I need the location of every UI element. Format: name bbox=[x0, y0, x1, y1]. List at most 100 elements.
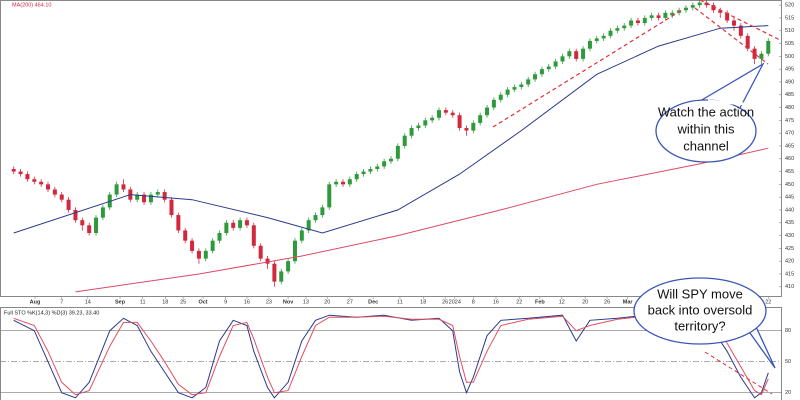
candle-body bbox=[464, 128, 469, 131]
callout-tail bbox=[699, 62, 765, 109]
candle-body bbox=[368, 168, 373, 172]
x-tick-label: 22 bbox=[516, 299, 522, 305]
y-tick-label: 450 bbox=[785, 182, 794, 188]
candle-body bbox=[491, 99, 496, 108]
candle-body bbox=[615, 28, 620, 31]
candle-body bbox=[443, 110, 448, 113]
candle-body bbox=[244, 220, 249, 226]
candle-body bbox=[361, 171, 366, 175]
candle-body bbox=[539, 69, 544, 75]
candle-body bbox=[533, 74, 538, 80]
candle-body bbox=[437, 110, 442, 118]
x-tick-label: 11 bbox=[140, 299, 146, 305]
candle-body bbox=[210, 240, 215, 251]
candle-body bbox=[738, 25, 743, 36]
candle-body bbox=[683, 7, 688, 11]
candle-body bbox=[670, 12, 675, 16]
y-tick-label: 420 bbox=[785, 259, 794, 265]
candle-body bbox=[73, 209, 78, 221]
candle-body bbox=[594, 38, 599, 41]
candle-body bbox=[395, 145, 400, 159]
candle-body bbox=[478, 115, 483, 123]
candle-body bbox=[217, 232, 222, 241]
candle-body bbox=[32, 179, 37, 182]
y-tick-label: 490 bbox=[785, 79, 794, 85]
candle-body bbox=[121, 184, 126, 190]
callout-text: territory? bbox=[674, 318, 725, 333]
x-tick-label: 23 bbox=[266, 299, 272, 305]
candle-body bbox=[519, 84, 524, 88]
y-tick-label: 20 bbox=[785, 390, 791, 396]
channel-line bbox=[492, 9, 683, 128]
candle-body bbox=[52, 189, 57, 195]
candle-body bbox=[629, 20, 634, 26]
x-tick-label: Oct bbox=[198, 299, 207, 305]
candle-body bbox=[80, 220, 85, 226]
callout-join bbox=[707, 99, 746, 106]
x-tick-label: 25 bbox=[180, 299, 186, 305]
candle-body bbox=[169, 199, 174, 216]
candle-body bbox=[690, 5, 695, 8]
candle-body bbox=[231, 222, 236, 228]
x-tick-label: 18 bbox=[420, 299, 426, 305]
callout-text: within this bbox=[676, 121, 735, 136]
candle-body bbox=[601, 35, 606, 39]
x-tick-label: 27 bbox=[347, 299, 353, 305]
x-tick-label: 20 bbox=[324, 299, 330, 305]
overlay-label: MA(200) 464.10 bbox=[12, 2, 51, 8]
candle-body bbox=[18, 171, 23, 175]
x-tick-label: 13 bbox=[303, 299, 309, 305]
x-tick-label: 8 bbox=[472, 299, 475, 305]
x-tick-label: 16 bbox=[244, 299, 250, 305]
candle-body bbox=[354, 174, 359, 180]
x-tick-label: Aug bbox=[30, 299, 41, 305]
x-tick-label: Mar bbox=[623, 299, 634, 305]
candle-body bbox=[142, 194, 147, 203]
y-tick-label: 445 bbox=[785, 195, 794, 201]
y-tick-label: 410 bbox=[785, 284, 794, 290]
candle-body bbox=[718, 10, 723, 13]
candle-body bbox=[39, 181, 44, 185]
candle-body bbox=[766, 40, 771, 54]
candle-body bbox=[450, 112, 455, 116]
callout-text: channel bbox=[683, 138, 729, 153]
candle-body bbox=[567, 51, 572, 57]
candle-body bbox=[155, 192, 160, 195]
candle-body bbox=[560, 56, 565, 62]
candle-body bbox=[608, 30, 613, 36]
x-tick-label: Sep bbox=[115, 299, 126, 305]
candle-body bbox=[196, 250, 201, 259]
candle-body bbox=[176, 215, 181, 231]
y-tick-label: 505 bbox=[785, 41, 794, 47]
candle-body bbox=[731, 20, 736, 26]
candle-body bbox=[292, 240, 297, 262]
trend-line bbox=[704, 351, 773, 395]
candle-body bbox=[100, 207, 105, 218]
candle-body bbox=[272, 263, 277, 282]
y-tick-label: 510 bbox=[785, 28, 794, 34]
candle-body bbox=[265, 258, 270, 264]
candle-body bbox=[313, 215, 318, 221]
x-tick-label: 26 bbox=[442, 299, 448, 305]
y-tick-label: 80 bbox=[785, 328, 791, 334]
channel-line bbox=[699, 0, 781, 41]
y-tick-label: 455 bbox=[785, 169, 794, 175]
y-tick-label: 435 bbox=[785, 220, 794, 226]
callout bbox=[655, 99, 757, 163]
y-tick-label: 470 bbox=[785, 131, 794, 137]
x-tick-label: 14 bbox=[85, 299, 91, 305]
x-tick-label: 12 bbox=[559, 299, 565, 305]
candle-body bbox=[238, 220, 243, 228]
oscillator-title: Full STO %K(14,3) %D(3) 39.23, 33.40 bbox=[4, 310, 99, 316]
candle-body bbox=[622, 25, 627, 29]
channel-line bbox=[694, 7, 769, 65]
candle-body bbox=[457, 115, 462, 129]
candle-body bbox=[581, 48, 586, 59]
candle-body bbox=[430, 117, 435, 121]
candle-body bbox=[711, 5, 716, 11]
candle-body bbox=[347, 179, 352, 185]
candle-body bbox=[725, 12, 730, 21]
candle-body bbox=[340, 181, 345, 185]
y-tick-label: 480 bbox=[785, 105, 794, 111]
y-tick-label: 50 bbox=[785, 359, 791, 365]
